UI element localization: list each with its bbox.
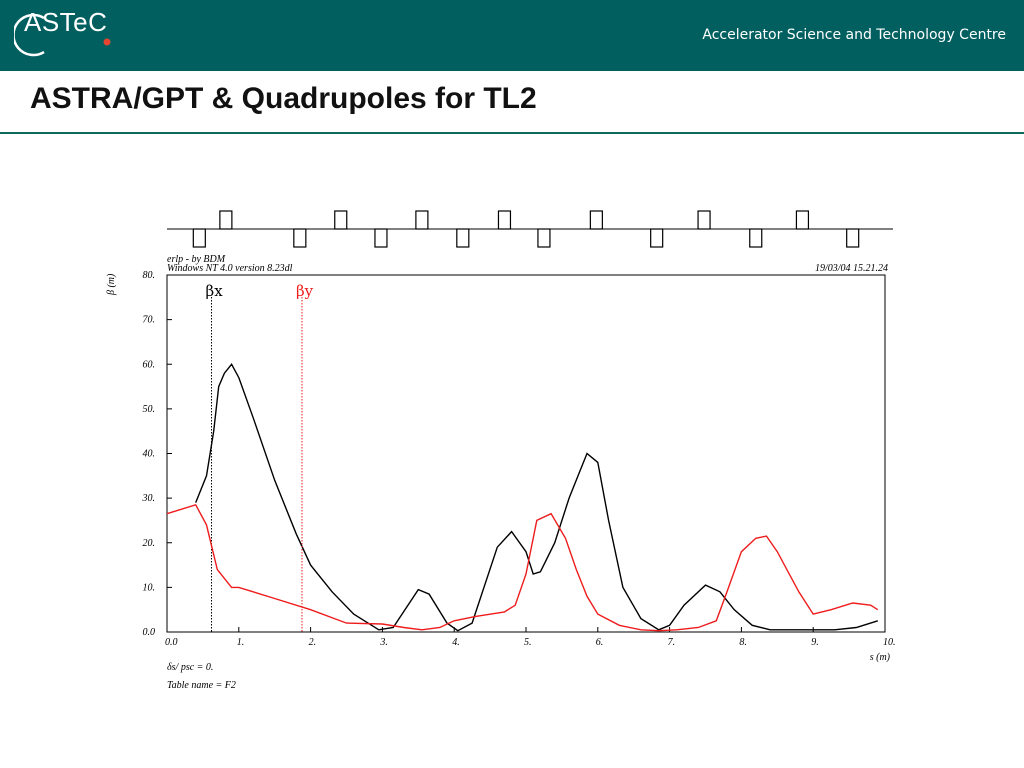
logo-dot-icon: [103, 38, 111, 46]
x-tick-label-5: 5.: [524, 637, 532, 648]
quadrupole-4-focusing: [334, 210, 348, 230]
x-tick-label-8: 8.: [739, 637, 747, 648]
x-tick-label-6: 6.: [596, 637, 604, 648]
x-tick-label-0: 0.0: [165, 637, 178, 648]
quadrupole-14-focusing: [795, 210, 810, 230]
beta-function-chart: erlp - by BDM Windows NT 4.0 version 8.2…: [106, 210, 896, 691]
quadrupole-lattice: [167, 210, 893, 248]
x-tick-label-3: 3.: [379, 637, 388, 648]
plot-frame: [166, 274, 886, 633]
quadrupole-6-focusing: [415, 210, 429, 230]
x-tick-label-7: 7.: [668, 637, 676, 648]
page-title: ASTRA/GPT & Quadrupoles for TL2: [30, 82, 537, 115]
quadrupole-2-focusing: [219, 210, 233, 230]
quadrupole-12-focusing: [697, 210, 711, 230]
x-tick-label-1: 1.: [237, 637, 245, 648]
chart-header-left-1: erlp - by BDM: [167, 254, 226, 265]
y-tick-label-4: 40.: [143, 449, 156, 460]
series-lines: βx βy: [166, 282, 879, 632]
y-tick-label-5: 50.: [143, 404, 156, 415]
y-tick-label-0: 0.0: [143, 627, 156, 638]
logo-text: ASTeC: [24, 7, 108, 37]
quadrupole-1-defocusing: [192, 228, 206, 248]
quadrupole-5-defocusing: [374, 228, 388, 248]
x-tick-label-10: 10.: [883, 637, 896, 648]
quadrupole-10-focusing: [589, 210, 603, 230]
y-tick-label-6: 60.: [143, 359, 156, 370]
y-tick-label-1: 10.: [143, 582, 156, 593]
x-axis-label: s (m): [870, 652, 891, 663]
axis-ticks: 0.0 1. 2. 3. 4. 5. 6. 7. 8. 9. 10. 0.0 10. 20. 30. 40. 5…: [142, 270, 896, 648]
chart-header-left-2: Windows NT 4.0 version 8.23dl: [167, 263, 293, 274]
y-axis-label: β (m): [106, 273, 117, 296]
title-divider: [0, 132, 1024, 134]
y-tick-label-2: 20.: [143, 538, 156, 549]
header-banner: ASTeC Accelerator Science and Technology…: [0, 0, 1024, 71]
quadrupole-8-focusing: [497, 210, 512, 230]
quadrupole-7-defocusing: [456, 228, 470, 248]
series-line-beta-y: [166, 503, 879, 632]
y-tick-label-8: 80.: [143, 270, 156, 281]
y-tick-label-3: 30.: [142, 493, 156, 504]
series-label-beta-y: βy: [296, 282, 314, 300]
x-tick-label-2: 2.: [309, 637, 317, 648]
chart-footer-2: Table name = F2: [167, 680, 236, 691]
organization-name: Accelerator Science and Technology Centr…: [702, 27, 1006, 43]
chart-footer-1: δs/ psc = 0.: [167, 662, 213, 673]
quadrupole-9-defocusing: [537, 228, 551, 248]
quadrupole-13-defocusing: [749, 228, 763, 248]
quadrupole-15-defocusing: [846, 228, 860, 248]
series-line-beta-x: [195, 363, 879, 632]
quadrupole-11-defocusing: [650, 228, 664, 248]
x-tick-label-4: 4.: [452, 637, 460, 648]
x-tick-label-9: 9.: [811, 637, 819, 648]
y-tick-label-7: 70.: [143, 315, 156, 326]
quadrupole-3-defocusing: [293, 228, 307, 248]
chart-header-right: 19/03/04 15.21.24: [815, 263, 888, 274]
series-label-beta-x: βx: [206, 282, 224, 300]
astec-logo: [14, 13, 111, 57]
